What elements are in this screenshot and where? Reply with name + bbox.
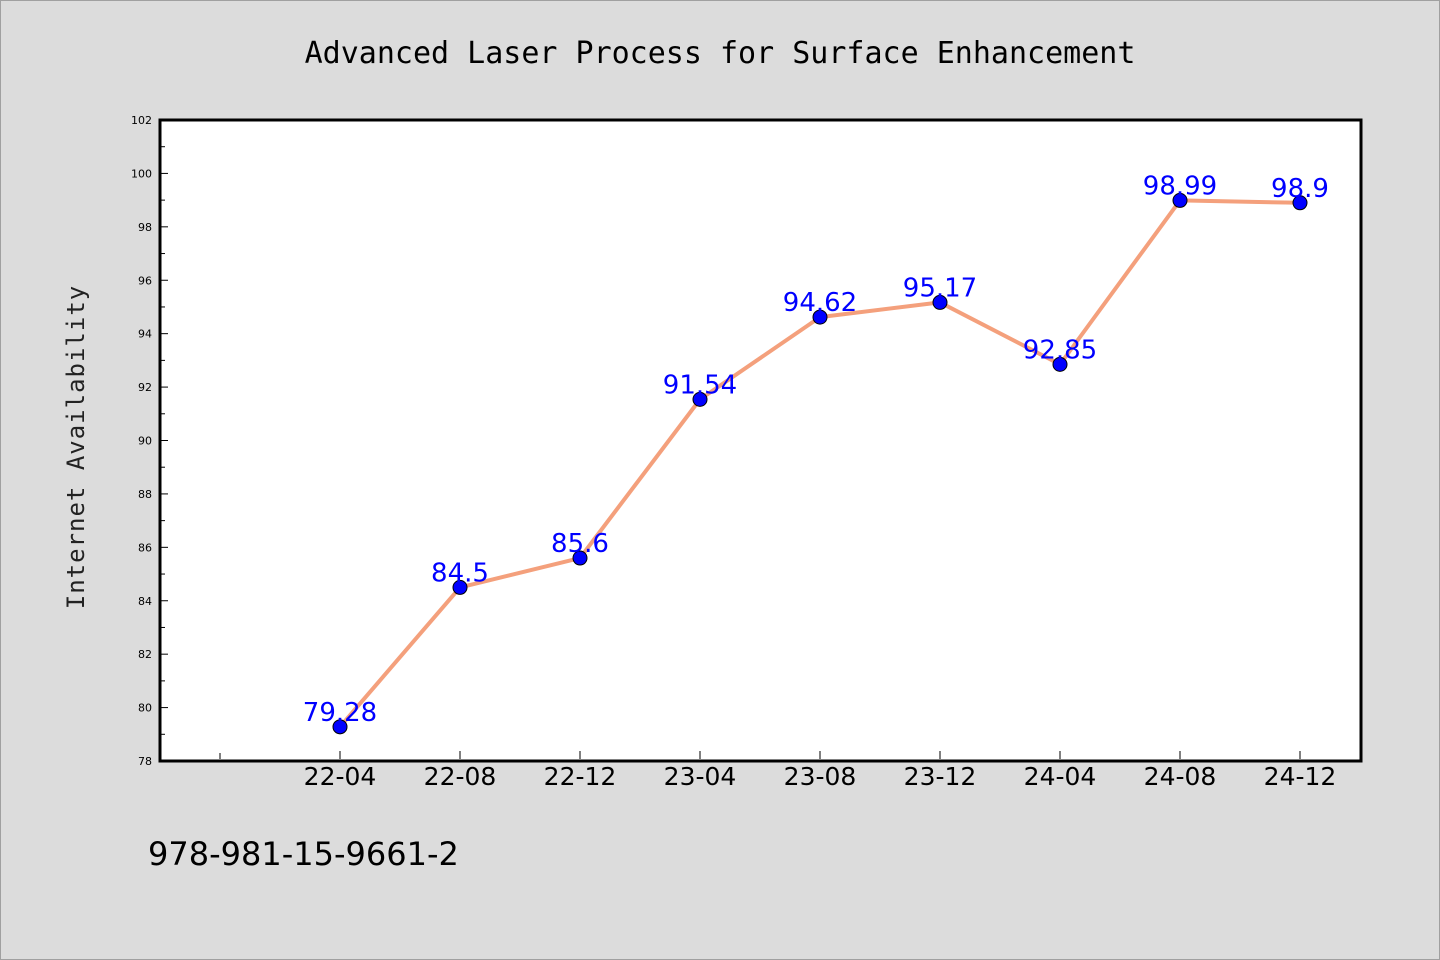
data-point-marker (332, 719, 348, 735)
x-tick-label: 24-12 (1264, 762, 1337, 791)
x-tick-label: 22-04 (304, 762, 377, 791)
x-tick-label: 23-04 (664, 762, 737, 791)
y-axis-label: Internet Availability (62, 285, 90, 609)
markers-group (332, 192, 1308, 735)
y-tick-label: 98 (138, 221, 152, 234)
data-point-marker (1052, 356, 1068, 372)
data-label: 91.54 (663, 370, 737, 400)
y-tick-label: 102 (131, 114, 152, 127)
data-labels-group: 79.28 84.5 85.6 91.54 94.62 95.17 92.85 98.99 98… (303, 171, 1329, 727)
plot-area (158, 118, 1363, 763)
data-point-marker (692, 391, 708, 407)
chart-title: Advanced Laser Process for Surface Enhan… (305, 36, 1136, 71)
data-label: 94.62 (783, 288, 857, 318)
y-tick-label: 90 (138, 435, 152, 448)
y-tick-label: 84 (138, 595, 152, 608)
y-tick-label: 92 (138, 381, 152, 394)
x-axis: 22-04 22-08 22-12 23-04 23-08 23-12 24-04 24-08… (219, 751, 1337, 791)
data-label: 95.17 (903, 273, 977, 303)
footnote-isbn: 978-981-15-9661-2 (148, 835, 459, 873)
x-tick-label: 24-08 (1144, 762, 1217, 791)
y-tick-label: 100 (131, 167, 152, 180)
y-tick-label: 78 (138, 755, 152, 768)
y-tick-label: 96 (138, 274, 152, 287)
data-label: 98.99 (1143, 171, 1217, 201)
data-point-marker (1172, 192, 1188, 208)
data-point-marker (572, 550, 588, 566)
y-tick-label: 86 (138, 541, 152, 554)
y-tick-label: 94 (138, 328, 152, 341)
x-tick-label: 23-12 (904, 762, 977, 791)
x-tick-label: 24-04 (1024, 762, 1097, 791)
data-point-marker (1292, 195, 1308, 211)
data-point-marker (812, 309, 828, 325)
data-label: 85.6 (551, 529, 609, 559)
data-label: 98.9 (1271, 174, 1329, 204)
x-tick-label: 22-08 (424, 762, 497, 791)
x-tick-label: 22-12 (544, 762, 617, 791)
data-label: 92.85 (1023, 335, 1097, 365)
y-tick-label: 82 (138, 648, 152, 661)
y-axis: 78 80 82 84 86 88 90 92 94 96 98 100 102 (131, 114, 168, 768)
data-label: 84.5 (431, 558, 489, 588)
y-tick-label: 80 (138, 702, 152, 715)
data-point-marker (452, 579, 468, 595)
y-tick-label: 88 (138, 488, 152, 501)
x-tick-label: 23-08 (784, 762, 857, 791)
data-point-marker (932, 294, 948, 310)
data-label: 79.28 (303, 698, 377, 728)
